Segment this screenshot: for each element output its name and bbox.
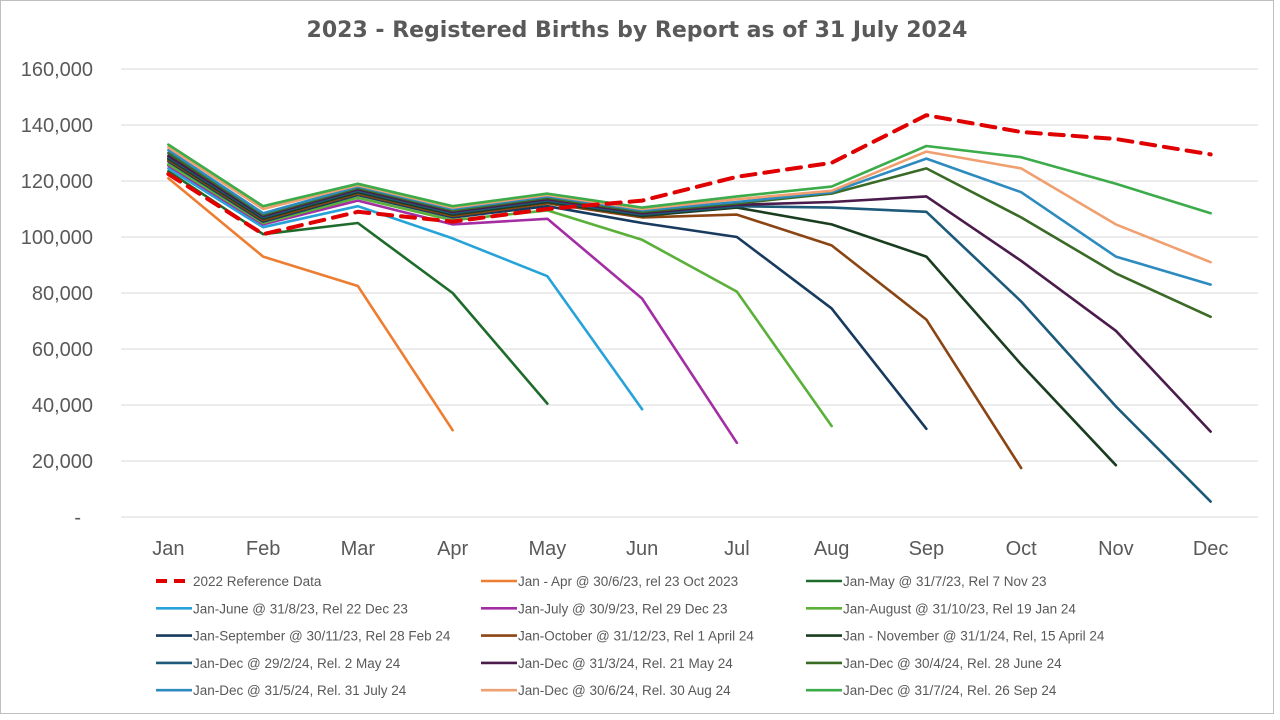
y-tick-label: 100,000 xyxy=(21,227,93,249)
legend-label: Jan-September @ 30/11/23, Rel 28 Feb 24 xyxy=(193,629,451,644)
series-line-6 xyxy=(167,160,928,431)
y-tick-label: - xyxy=(74,507,81,529)
x-tick-label: Jul xyxy=(724,538,750,560)
y-tick-label: 40,000 xyxy=(32,395,93,417)
x-tick-label: Dec xyxy=(1193,538,1229,560)
legend-label: Jan-June @ 31/8/23, Rel 22 Dec 23 xyxy=(193,601,408,616)
y-tick-label: 60,000 xyxy=(32,339,93,361)
x-axis-ticks: Jan Feb Mar Apr May Jun Jul Aug Sep Oct Nov Dec xyxy=(152,538,1228,560)
series-line-7 xyxy=(167,158,1023,470)
legend-label: Jan-October @ 31/12/23, Rel 1 April 24 xyxy=(518,629,754,644)
x-tick-label: Jun xyxy=(626,538,658,560)
chart-title: 2023 - Registered Births by Report as of… xyxy=(307,18,968,43)
y-tick-label: 120,000 xyxy=(21,171,93,193)
gridlines xyxy=(121,68,1258,518)
legend-label: Jan-Dec @ 31/3/24, Rel. 21 May 24 xyxy=(518,656,733,671)
legend-label: 2022 Reference Data xyxy=(193,574,322,589)
series-line-11 xyxy=(167,151,1212,319)
series-line-0 xyxy=(166,113,1213,237)
legend-label: Jan-Dec @ 31/7/24, Rel. 26 Sep 24 xyxy=(843,683,1057,698)
series-line-1 xyxy=(167,176,454,432)
legend-label: Jan-Dec @ 29/2/24, Rel. 2 May 24 xyxy=(193,656,401,671)
legend: 2022 Reference Data Jan - Apr @ 30/6/23, … xyxy=(156,574,1105,698)
y-tick-label: 160,000 xyxy=(21,59,93,81)
x-tick-label: Nov xyxy=(1098,538,1134,560)
series-line-13 xyxy=(167,146,1212,264)
series-lines xyxy=(166,113,1213,503)
series-line-12 xyxy=(167,148,1212,286)
y-tick-label: 140,000 xyxy=(21,115,93,137)
y-axis-ticks: - 20,000 40,000 60,000 80,000 100,000 120,000 1… xyxy=(21,59,93,529)
x-tick-label: Feb xyxy=(246,538,280,560)
legend-label: Jan-July @ 30/9/23, Rel 29 Dec 23 xyxy=(518,601,728,616)
series-line-8 xyxy=(167,157,1118,467)
series-line-4 xyxy=(167,164,739,445)
legend-label: Jan - Apr @ 30/6/23, rel 23 Oct 2023 xyxy=(518,574,738,589)
series-line-10 xyxy=(167,154,1212,433)
y-tick-label: 20,000 xyxy=(32,451,93,473)
x-tick-label: Aug xyxy=(814,538,850,560)
x-tick-label: Mar xyxy=(341,538,376,560)
legend-label: Jan-Dec @ 30/6/24, Rel. 30 Aug 24 xyxy=(518,683,731,698)
x-tick-label: Apr xyxy=(437,538,468,560)
y-tick-label: 80,000 xyxy=(32,283,93,305)
legend-label: Jan-May @ 31/7/23, Rel 7 Nov 23 xyxy=(843,574,1047,589)
series-line-9 xyxy=(167,155,1212,503)
x-tick-label: May xyxy=(528,538,566,560)
series-line-3 xyxy=(167,167,644,411)
x-tick-label: Jan xyxy=(152,538,184,560)
legend-label: Jan - November @ 31/1/24, Rel, 15 April … xyxy=(843,629,1105,644)
series-line-14 xyxy=(167,143,1212,215)
legend-label: Jan-Dec @ 30/4/24, Rel. 28 June 24 xyxy=(843,656,1062,671)
legend-label: Jan-August @ 31/10/23, Rel 19 Jan 24 xyxy=(843,601,1076,616)
x-tick-label: Oct xyxy=(1006,538,1038,560)
x-tick-label: Sep xyxy=(909,538,945,560)
legend-label: Jan-Dec @ 31/5/24, Rel. 31 July 24 xyxy=(193,683,407,698)
